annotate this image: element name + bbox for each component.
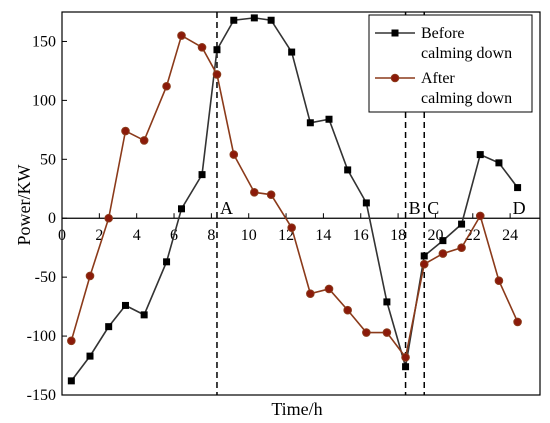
data-point (198, 171, 206, 179)
x-tick-label: 24 (502, 227, 518, 244)
legend-marker (391, 29, 399, 37)
data-point (105, 323, 113, 331)
data-point (163, 258, 171, 266)
data-point (306, 289, 315, 298)
data-point (458, 220, 466, 228)
data-point (266, 190, 276, 199)
legend-marker (390, 73, 400, 83)
data-point (178, 205, 185, 213)
data-point (230, 16, 238, 24)
y-tick-label: -150 (27, 387, 56, 404)
data-point (67, 336, 76, 346)
legend: Before calming down After calming down (368, 14, 533, 113)
data-point (162, 81, 171, 91)
x-tick-label: 8 (207, 227, 215, 244)
data-point (288, 48, 296, 56)
data-point (197, 43, 207, 52)
y-tick-label: 0 (48, 210, 56, 227)
data-point (324, 284, 334, 294)
x-tick-label: 4 (133, 227, 141, 244)
data-point (139, 136, 149, 145)
data-point (495, 159, 503, 167)
data-point (250, 188, 259, 197)
data-point (439, 237, 447, 245)
segment-label-d: D (513, 198, 526, 218)
legend-label: calming down (421, 90, 512, 107)
data-point (287, 223, 296, 232)
data-point (344, 166, 352, 174)
x-tick-label: 22 (465, 227, 481, 244)
y-tick-label: -100 (27, 328, 56, 345)
data-point (383, 298, 391, 306)
data-point (401, 352, 410, 362)
data-point (438, 249, 448, 258)
x-tick-label: 0 (58, 227, 66, 244)
data-point (457, 243, 466, 252)
legend-label: Before (421, 25, 465, 42)
data-point (213, 46, 221, 54)
x-tick-label: 10 (241, 227, 257, 244)
data-point (86, 352, 94, 360)
y-axis-title: Power/KW (14, 164, 34, 245)
data-point (177, 31, 186, 40)
data-point (325, 115, 333, 123)
series-after (67, 31, 522, 362)
data-point (475, 211, 485, 221)
series-lines (67, 14, 522, 385)
data-point (121, 126, 130, 136)
y-tick-label: 150 (32, 33, 56, 50)
data-point (250, 14, 258, 22)
x-axis-ticks: 0 2 4 6 8 10 12 14 16 18 20 22 24 (58, 213, 518, 244)
data-point (121, 301, 129, 309)
x-tick-label: 18 (390, 227, 406, 244)
series-before (67, 14, 522, 385)
data-point (267, 16, 275, 24)
data-point (514, 184, 522, 192)
y-axis-ticks: -150 -100 -50 0 50 100 150 (27, 33, 67, 404)
y-tick-label: 100 (32, 92, 56, 109)
data-point (343, 305, 352, 315)
divider-label-b: B (409, 198, 421, 218)
x-tick-label: 14 (315, 227, 331, 244)
data-point (306, 119, 314, 127)
x-tick-label: 2 (95, 227, 103, 244)
data-point (382, 328, 392, 337)
data-point (362, 328, 371, 337)
data-point (420, 252, 428, 260)
data-point (513, 317, 522, 327)
data-point (67, 377, 75, 385)
x-axis-title: Time/h (271, 399, 322, 419)
divider-label-a: A (220, 198, 233, 218)
data-point (476, 151, 484, 159)
data-point (85, 271, 95, 281)
data-point (362, 199, 370, 207)
y-tick-label: 50 (40, 151, 56, 168)
legend-label: After (421, 70, 455, 87)
data-point (494, 276, 504, 285)
data-point (419, 259, 429, 269)
y-tick-label: -50 (35, 269, 56, 286)
data-point (229, 150, 239, 159)
plot-frame (61, 11, 541, 396)
legend-label: calming down (421, 45, 512, 62)
data-point (104, 213, 113, 223)
divider-label-c: C (427, 198, 439, 218)
data-point (140, 311, 148, 319)
data-point (212, 70, 222, 79)
data-point (402, 363, 410, 371)
x-tick-label: 16 (353, 227, 369, 244)
